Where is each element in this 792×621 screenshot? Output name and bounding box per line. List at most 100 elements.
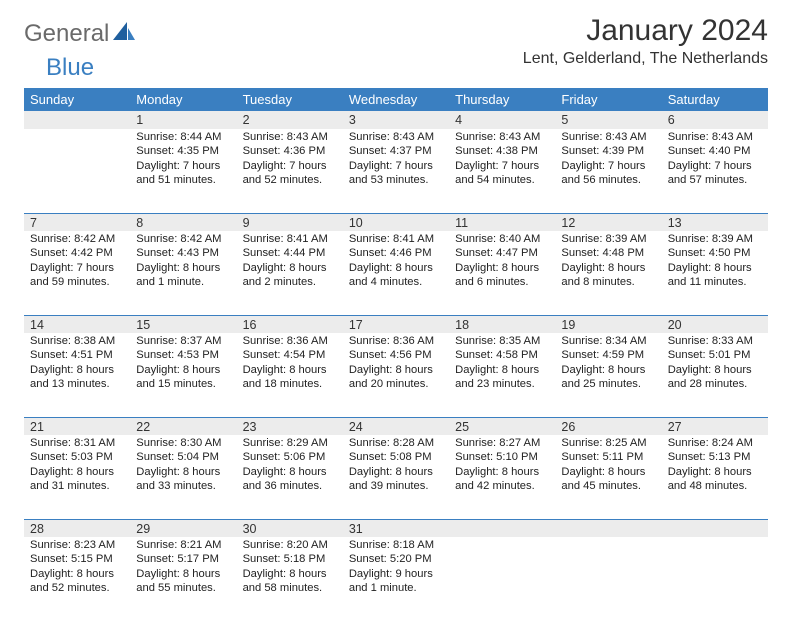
day-number: 30 xyxy=(237,519,343,537)
sunrise-line: Sunrise: 8:43 AM xyxy=(455,130,549,144)
sunrise-line: Sunrise: 8:18 AM xyxy=(349,538,443,552)
week-daynum-row: 21222324252627 xyxy=(24,417,768,435)
day-cell: Sunrise: 8:34 AMSunset: 4:59 PMDaylight:… xyxy=(555,333,661,417)
day-number: 5 xyxy=(555,111,661,129)
day-number: 7 xyxy=(24,213,130,231)
day-cell: Sunrise: 8:43 AMSunset: 4:36 PMDaylight:… xyxy=(237,129,343,213)
day-number: 29 xyxy=(130,519,236,537)
sunset-line: Sunset: 5:06 PM xyxy=(243,450,337,464)
daylight-line: Daylight: 8 hours and 20 minutes. xyxy=(349,363,443,392)
day-number: 3 xyxy=(343,111,449,129)
sunset-line: Sunset: 4:42 PM xyxy=(30,246,124,260)
sunset-line: Sunset: 4:53 PM xyxy=(136,348,230,362)
day-cell: Sunrise: 8:20 AMSunset: 5:18 PMDaylight:… xyxy=(237,537,343,621)
day-number: 28 xyxy=(24,519,130,537)
daylight-line: Daylight: 8 hours and 52 minutes. xyxy=(30,567,124,596)
sunset-line: Sunset: 4:51 PM xyxy=(30,348,124,362)
day-cell: Sunrise: 8:33 AMSunset: 5:01 PMDaylight:… xyxy=(662,333,768,417)
day-cell: Sunrise: 8:38 AMSunset: 4:51 PMDaylight:… xyxy=(24,333,130,417)
day-cell: Sunrise: 8:41 AMSunset: 4:44 PMDaylight:… xyxy=(237,231,343,315)
day-cell: Sunrise: 8:43 AMSunset: 4:40 PMDaylight:… xyxy=(662,129,768,213)
day-number: 18 xyxy=(449,315,555,333)
sunset-line: Sunset: 4:59 PM xyxy=(561,348,655,362)
sunrise-line: Sunrise: 8:43 AM xyxy=(561,130,655,144)
daylight-line: Daylight: 8 hours and 6 minutes. xyxy=(455,261,549,290)
daylight-line: Daylight: 8 hours and 36 minutes. xyxy=(243,465,337,494)
day-number: 26 xyxy=(555,417,661,435)
day-cell: Sunrise: 8:36 AMSunset: 4:54 PMDaylight:… xyxy=(237,333,343,417)
daylight-line: Daylight: 7 hours and 53 minutes. xyxy=(349,159,443,188)
day-number: 20 xyxy=(662,315,768,333)
day-number: 6 xyxy=(662,111,768,129)
week-content-row: Sunrise: 8:31 AMSunset: 5:03 PM Daylight:… xyxy=(24,435,768,519)
daylight-line: Daylight: 8 hours and 4 minutes. xyxy=(349,261,443,290)
daylight-line: Daylight: 8 hours and 15 minutes. xyxy=(136,363,230,392)
daylight-line: Daylight: 7 hours and 57 minutes. xyxy=(668,159,762,188)
logo: General xyxy=(24,20,137,48)
daylight-line: Daylight: 8 hours and 23 minutes. xyxy=(455,363,549,392)
daylight-line: Daylight: 8 hours and 55 minutes. xyxy=(136,567,230,596)
sunrise-line: Sunrise: 8:21 AM xyxy=(136,538,230,552)
day-cell: Sunrise: 8:28 AMSunset: 5:08 PMDaylight:… xyxy=(343,435,449,519)
day-cell: Sunrise: 8:23 AMSunset: 5:15 PMDaylight:… xyxy=(24,537,130,621)
sunset-line: Sunset: 4:58 PM xyxy=(455,348,549,362)
sunrise-line: Sunrise: 8:30 AM xyxy=(136,436,230,450)
daylight-line: Daylight: 8 hours and 13 minutes. xyxy=(30,363,124,392)
day-number: 25 xyxy=(449,417,555,435)
day-cell: Sunrise: 8:21 AMSunset: 5:17 PMDaylight:… xyxy=(130,537,236,621)
calendar-page: General January 2024 Lent, Gelderland, T… xyxy=(0,0,792,621)
week-daynum-row: 123456 xyxy=(24,111,768,129)
sunrise-line: Sunrise: 8:42 AM xyxy=(30,232,124,246)
sunrise-line: Sunrise: 8:41 AM xyxy=(349,232,443,246)
day-cell: Sunrise: 8:42 AMSunset: 4:43 PMDaylight:… xyxy=(130,231,236,315)
day-cell: Sunrise: 8:25 AMSunset: 5:11 PMDaylight:… xyxy=(555,435,661,519)
day-cell: Sunrise: 8:43 AMSunset: 4:39 PMDaylight:… xyxy=(555,129,661,213)
sunrise-line: Sunrise: 8:28 AM xyxy=(349,436,443,450)
sunset-line: Sunset: 4:35 PM xyxy=(136,144,230,158)
sunrise-line: Sunrise: 8:43 AM xyxy=(668,130,762,144)
daylight-line: Daylight: 8 hours and 18 minutes. xyxy=(243,363,337,392)
sunrise-line: Sunrise: 8:39 AM xyxy=(668,232,762,246)
sunrise-line: Sunrise: 8:35 AM xyxy=(455,334,549,348)
day-cell xyxy=(24,129,130,213)
day-cell: Sunrise: 8:37 AMSunset: 4:53 PMDaylight:… xyxy=(130,333,236,417)
day-cell: Sunrise: 8:40 AMSunset: 4:47 PMDaylight:… xyxy=(449,231,555,315)
day-cell: Sunrise: 8:39 AMSunset: 4:48 PMDaylight:… xyxy=(555,231,661,315)
sunrise-line: Sunrise: 8:31 AM xyxy=(30,436,124,450)
sunset-line: Sunset: 4:37 PM xyxy=(349,144,443,158)
sunset-line: Sunset: 4:44 PM xyxy=(243,246,337,260)
sunrise-line: Sunrise: 8:25 AM xyxy=(561,436,655,450)
week-daynum-row: 28293031 xyxy=(24,519,768,537)
daylight-line: Daylight: 7 hours and 56 minutes. xyxy=(561,159,655,188)
weekday-fri: Friday xyxy=(555,88,661,111)
day-cell: Sunrise: 8:31 AMSunset: 5:03 PMDaylight:… xyxy=(24,435,130,519)
day-number: 2 xyxy=(237,111,343,129)
weekday-mon: Monday xyxy=(130,88,236,111)
day-cell: Sunrise: 8:44 AMSunset: 4:35 PMDaylight:… xyxy=(130,129,236,213)
sunset-line: Sunset: 5:03 PM xyxy=(30,450,124,464)
day-cell: Sunrise: 8:30 AMSunset: 5:04 PMDaylight:… xyxy=(130,435,236,519)
daylight-line: Daylight: 8 hours and 8 minutes. xyxy=(561,261,655,290)
day-number: 9 xyxy=(237,213,343,231)
day-number xyxy=(555,519,661,537)
sunrise-line: Sunrise: 8:24 AM xyxy=(668,436,762,450)
logo-text-blue: Blue xyxy=(46,54,94,81)
day-cell: Sunrise: 8:36 AMSunset: 4:56 PMDaylight:… xyxy=(343,333,449,417)
sunset-line: Sunset: 4:38 PM xyxy=(455,144,549,158)
day-cell: Sunrise: 8:24 AMSunset: 5:13 PMDaylight:… xyxy=(662,435,768,519)
day-number: 11 xyxy=(449,213,555,231)
day-number: 12 xyxy=(555,213,661,231)
daylight-line: Daylight: 8 hours and 42 minutes. xyxy=(455,465,549,494)
sunset-line: Sunset: 4:46 PM xyxy=(349,246,443,260)
sunrise-line: Sunrise: 8:36 AM xyxy=(349,334,443,348)
day-number: 14 xyxy=(24,315,130,333)
sunset-line: Sunset: 5:01 PM xyxy=(668,348,762,362)
day-cell: Sunrise: 8:18 AMSunset: 5:20 PMDaylight:… xyxy=(343,537,449,621)
day-number: 8 xyxy=(130,213,236,231)
week-content-row: Sunrise: 8:44 AMSunset: 4:35 PMDaylight:… xyxy=(24,129,768,213)
sunset-line: Sunset: 4:39 PM xyxy=(561,144,655,158)
day-number: 22 xyxy=(130,417,236,435)
weekday-tue: Tuesday xyxy=(237,88,343,111)
day-cell: Sunrise: 8:27 AMSunset: 5:10 PMDaylight:… xyxy=(449,435,555,519)
week-daynum-row: 14151617181920 xyxy=(24,315,768,333)
